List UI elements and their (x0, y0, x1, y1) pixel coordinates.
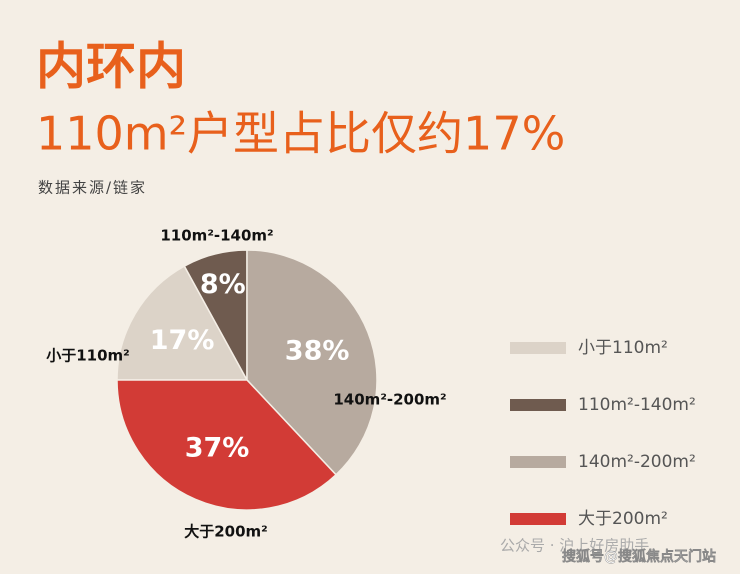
legend-label: 110m²-140m² (578, 395, 696, 415)
watermark: 搜狐号@搜狐焦点天门站 (562, 548, 716, 565)
value-label: 37% (185, 433, 250, 464)
chart-title: 内环内 (36, 38, 186, 96)
slice-label: 110m²-140m² (160, 227, 273, 245)
pie-slice (116, 379, 338, 511)
legend-swatch (510, 399, 566, 411)
source: 数据来源/链家 (38, 179, 147, 197)
value-label: 8% (200, 269, 246, 300)
slice-label: 小于110m² (46, 347, 130, 365)
legend-label: 大于200m² (578, 509, 668, 529)
legend-swatch (510, 342, 566, 354)
watermark: 公众号 · 沪上好房助手 (500, 537, 649, 555)
chart-subtitle: 110m²户型占比仅约17% (36, 107, 565, 161)
slice-label: 大于200m² (184, 523, 268, 541)
slice-label: 140m²-200m² (333, 391, 446, 409)
pie-slice (116, 265, 249, 381)
legend-swatch (510, 456, 566, 468)
value-label: 38% (285, 336, 350, 367)
legend-label: 140m²-200m² (578, 452, 696, 472)
legend-label: 小于110m² (578, 338, 668, 358)
pie-slice (246, 249, 378, 476)
legend-swatch (510, 513, 566, 525)
value-label: 17% (150, 325, 215, 356)
